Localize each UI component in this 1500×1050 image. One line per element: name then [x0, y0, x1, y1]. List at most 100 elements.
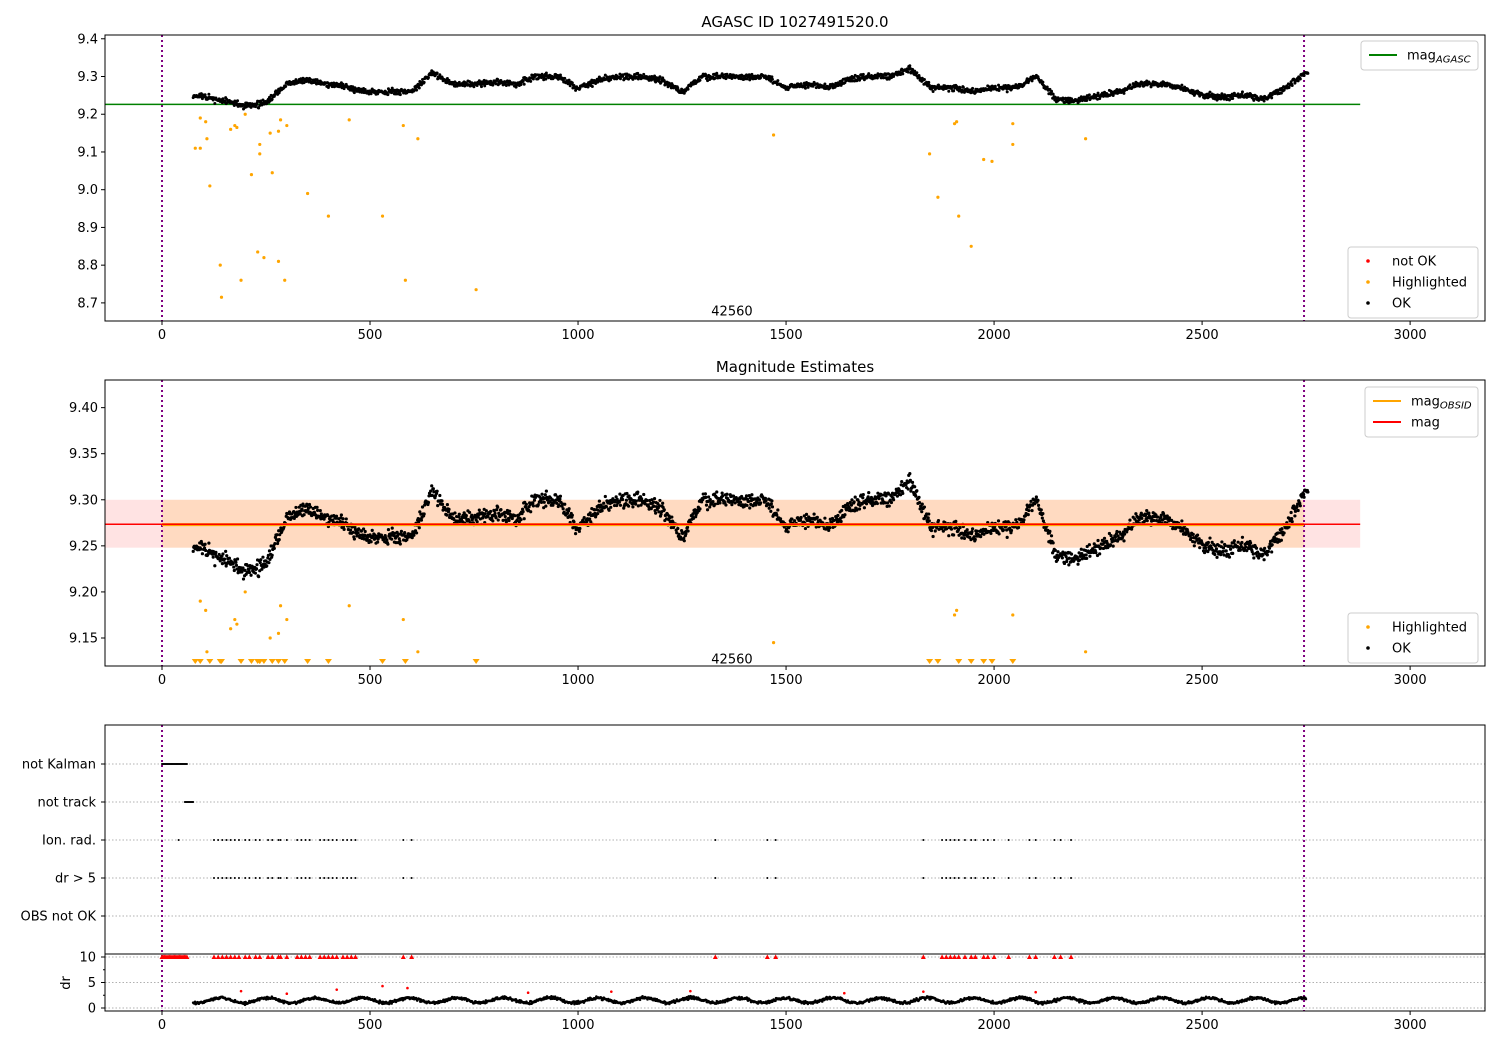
ion-rad-point: [341, 839, 344, 841]
highlighted-point: [927, 152, 932, 156]
dr-gt5-point: [953, 877, 956, 879]
ok-point: [661, 501, 665, 505]
ok-point: [227, 556, 232, 560]
dr-offscale-marker: [400, 954, 406, 959]
ok-point: [949, 527, 954, 531]
ok-point: [1138, 84, 1142, 88]
ion-rad-point: [410, 839, 413, 841]
legend-label: OK: [1392, 642, 1411, 657]
y-tick-label: 9.15: [69, 631, 98, 646]
dr-gt5-point: [267, 877, 270, 879]
ok-point: [544, 77, 548, 81]
ok-point: [1240, 540, 1244, 545]
ok-point: [853, 495, 857, 499]
ok-point: [799, 82, 803, 86]
ok-point: [1145, 509, 1149, 513]
ok-point: [292, 516, 296, 521]
ok-point: [624, 498, 629, 502]
ion-rad-point: [945, 839, 948, 841]
ok-point: [662, 508, 666, 512]
ok-point: [232, 103, 236, 107]
dr-gt5-point: [410, 877, 413, 879]
dr-gt5-point: [766, 877, 769, 879]
dr-offscale-marker: [968, 954, 974, 959]
ion-rad-point: [1059, 839, 1062, 841]
highlighted-point: [969, 244, 973, 248]
ok-point: [887, 504, 891, 508]
ok-point: [501, 83, 505, 87]
highlighted-offscale-marker: [980, 659, 988, 664]
ok-point: [618, 77, 622, 81]
x-tick-label: 1000: [561, 673, 594, 688]
ok-point: [217, 552, 221, 557]
y-tick-label: 9.35: [69, 447, 98, 462]
highlighted-offscale-marker: [401, 659, 409, 664]
highlighted-point: [283, 278, 287, 282]
ok-point: [961, 85, 965, 89]
ion-rad-point: [774, 839, 777, 841]
legend-label-subscript: AGASC: [1435, 55, 1471, 66]
ok-point: [464, 513, 468, 518]
highlighted-point: [401, 617, 405, 622]
dr-gt5-point: [308, 877, 311, 879]
ok-point: [1048, 529, 1052, 533]
highlighted-offscale-marker: [281, 659, 289, 664]
ok-point: [625, 491, 629, 496]
dr-axis-label: dr: [59, 976, 74, 990]
highlighted-point: [198, 599, 202, 603]
ok-point: [920, 510, 924, 514]
ok-point: [713, 76, 717, 80]
ok-point: [757, 498, 762, 502]
highlighted-offscale-marker: [472, 659, 480, 664]
ok-point: [558, 497, 562, 501]
ok-point: [1102, 536, 1107, 540]
ok-point: [1262, 558, 1266, 562]
ok-point: [272, 546, 276, 551]
ok-point: [698, 507, 702, 511]
dr-gt5-point: [304, 877, 307, 879]
dr-gt5-point: [982, 877, 985, 879]
highlighted-offscale-marker: [967, 659, 975, 664]
ok-point: [259, 558, 263, 562]
dr-offscale-marker: [307, 954, 313, 959]
ok-point: [1026, 513, 1030, 517]
ok-point: [843, 81, 847, 85]
ok-point: [319, 512, 323, 516]
ok-point: [370, 528, 374, 533]
ok-point: [908, 64, 912, 68]
dr-offscale-marker: [712, 954, 718, 959]
legend-marker-swatch: [1366, 259, 1370, 263]
ok-point: [1282, 531, 1286, 535]
dr-offscale-marker: [236, 954, 242, 959]
ok-point: [412, 533, 416, 537]
x-tick-label: 0: [158, 673, 166, 688]
ok-point: [676, 526, 680, 531]
y-tick-label: 8.9: [77, 221, 98, 236]
ok-point: [1096, 538, 1100, 543]
dr-gt5-point: [346, 877, 349, 879]
ok-point: [1005, 535, 1009, 540]
ok-point: [600, 509, 604, 513]
ok-point: [1080, 557, 1084, 561]
ok-point: [260, 567, 264, 571]
ok-point: [1005, 90, 1009, 94]
ion-rad-point: [300, 839, 303, 841]
ok-point: [997, 88, 1001, 92]
category-label: not Kalman: [22, 758, 96, 773]
ok-point: [682, 539, 686, 543]
ok-point: [1252, 556, 1256, 560]
ok-point: [398, 93, 402, 97]
ok-point: [815, 515, 819, 519]
dr-offscale-marker: [334, 954, 340, 959]
ok-point: [531, 77, 535, 81]
legend-label: mag: [1411, 416, 1440, 431]
ok-point: [705, 508, 710, 512]
ok-point: [1087, 93, 1091, 97]
ok-point: [852, 500, 856, 504]
ok-point: [906, 487, 910, 491]
ok-point: [524, 502, 528, 506]
ok-point: [214, 550, 218, 554]
highlighted-point: [198, 116, 202, 120]
ok-point: [778, 517, 783, 521]
